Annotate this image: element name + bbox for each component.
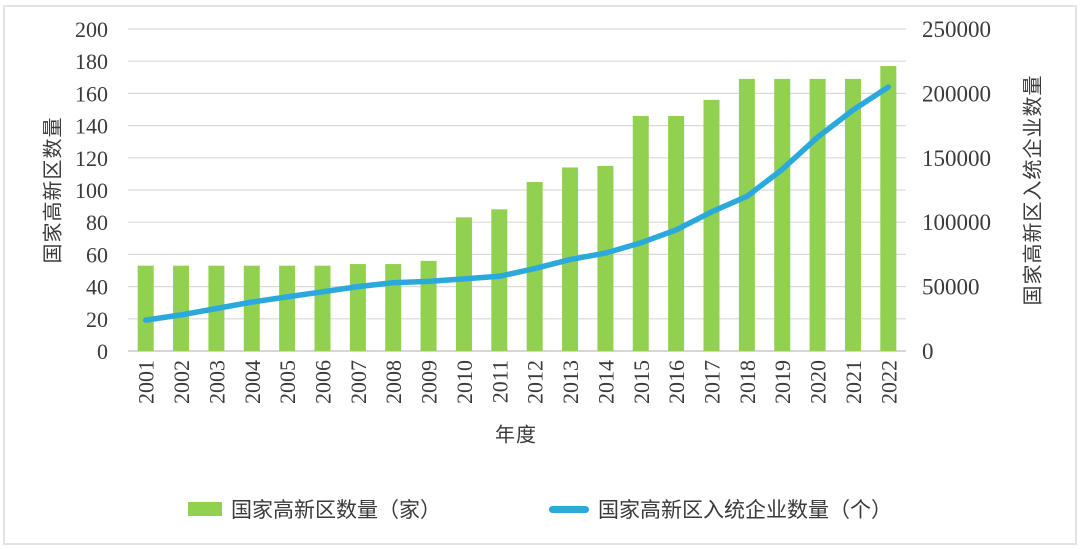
left-axis-tick-label: 200 (75, 17, 108, 42)
x-axis-tick-label: 2007 (346, 360, 371, 404)
bar-2014 (597, 165, 614, 351)
x-axis-tick-label: 2010 (452, 360, 477, 404)
x-axis-tick-label: 2003 (204, 360, 229, 404)
x-axis-tick-label: 2008 (381, 360, 406, 404)
left-axis-title: 国家高新区数量 (42, 116, 65, 264)
left-axis-tick-label: 20 (86, 307, 108, 332)
x-axis-tick-label: 2009 (417, 360, 442, 404)
left-axis-tick-label: 100 (75, 178, 108, 203)
line-series-swatch (549, 505, 589, 513)
x-axis-tick-label: 2019 (770, 360, 795, 404)
bar-2016 (668, 115, 685, 351)
bar-2010 (455, 217, 472, 351)
x-axis-tick-label: 2006 (311, 360, 336, 404)
legend: 国家高新区数量（家） 国家高新区入统企业数量（个） (0, 494, 1080, 524)
right-axis-tick-label: 0 (922, 339, 934, 364)
x-axis-tick-label: 2005 (275, 360, 300, 404)
bar-2001 (137, 265, 154, 351)
x-axis-tick-label: 2017 (700, 360, 725, 404)
x-axis-tick-label: 2022 (876, 360, 901, 404)
bar-2005 (279, 265, 296, 351)
bar-series-swatch (188, 502, 222, 516)
trend-line (142, 84, 892, 323)
bar-2020 (809, 78, 826, 351)
right-axis-tick-label: 50000 (922, 275, 980, 300)
x-axis-tick-label: 2001 (134, 360, 159, 404)
bar-2015 (632, 115, 649, 351)
right-axis-tick-label: 200000 (922, 81, 991, 106)
left-axis-tick-label: 0 (97, 339, 108, 364)
bar-2021 (844, 78, 861, 351)
bar-2002 (173, 265, 190, 351)
legend-item-line: 国家高新区入统企业数量（个） (549, 494, 892, 524)
bar-2006 (314, 265, 331, 351)
left-axis-tick-label: 180 (75, 49, 108, 74)
x-axis-tick-label: 2014 (593, 360, 618, 404)
bar-2004 (243, 265, 260, 351)
bar-2018 (738, 78, 755, 351)
bar-2011 (491, 209, 508, 351)
bar-2022 (880, 66, 897, 351)
x-axis-tick-label: 2018 (735, 360, 760, 404)
right-axis-title: 国家高新区入统企业数量 (1022, 74, 1045, 306)
x-axis-tick-label: 2021 (841, 360, 866, 404)
bar-2008 (385, 264, 402, 351)
bar-2017 (703, 99, 720, 351)
x-axis-tick-label: 2011 (487, 360, 512, 403)
left-axis-tick-label: 160 (75, 81, 108, 106)
x-axis-tick-label: 2016 (664, 360, 689, 404)
bar-2007 (349, 264, 366, 351)
x-axis-tick-label: 2002 (169, 360, 194, 404)
x-axis-tick-label: 2004 (240, 360, 265, 404)
x-axis-tick-label: 2013 (558, 360, 583, 404)
bar-2019 (774, 78, 791, 351)
right-axis-tick-label: 250000 (922, 17, 991, 42)
left-axis-tick-label: 60 (86, 242, 108, 267)
x-axis-tick-label: 2015 (629, 360, 654, 404)
x-axis-tick-label: 2012 (523, 360, 548, 404)
bar-series-label: 国家高新区数量（家） (231, 498, 441, 522)
line-series-label: 国家高新区入统企业数量（个） (598, 498, 892, 522)
x-axis-tick-label: 2020 (806, 360, 831, 404)
left-axis-tick-label: 120 (75, 146, 108, 171)
legend-item-bars: 国家高新区数量（家） (188, 494, 441, 524)
right-axis-tick-label: 100000 (922, 210, 991, 235)
left-axis-tick-label: 80 (86, 210, 108, 235)
bar-2009 (420, 260, 437, 351)
left-axis-tick-label: 40 (86, 275, 108, 300)
left-axis-tick-label: 140 (75, 114, 108, 139)
x-axis-title: 年度 (495, 424, 537, 447)
right-axis-tick-label: 150000 (922, 146, 991, 171)
